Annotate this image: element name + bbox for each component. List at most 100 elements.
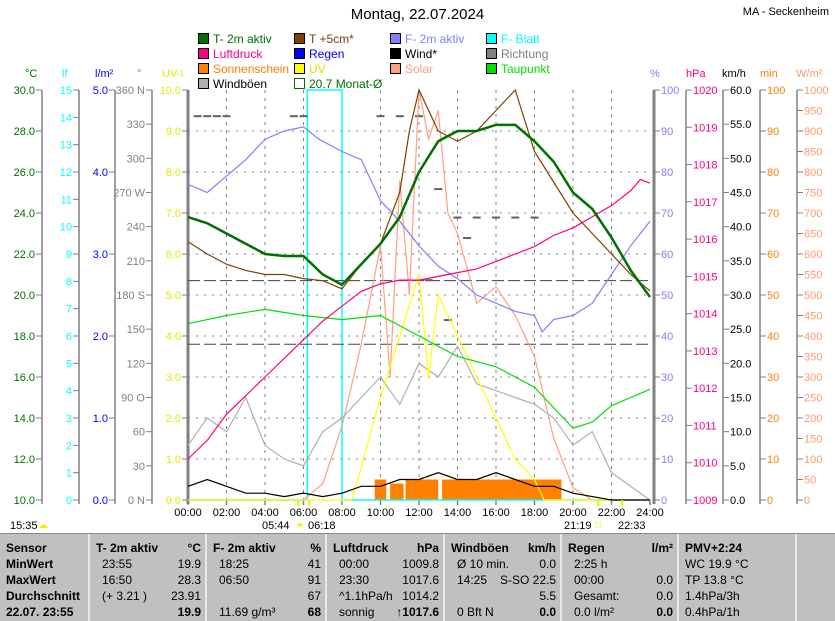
sunshine-bar bbox=[374, 479, 387, 500]
cell-value: S-SO 22.5 bbox=[499, 573, 556, 587]
cell-label: ^1.1hPa/h bbox=[339, 589, 393, 603]
legend-item: T- 2m aktiv bbox=[198, 32, 272, 46]
tick-label-hum: 80 bbox=[661, 167, 673, 179]
axis-unit-lf: lf bbox=[62, 68, 68, 80]
series-taupunkt bbox=[187, 308, 651, 429]
table-row: 1.4hPa/3h bbox=[685, 589, 791, 605]
cell-value: 0.0 bbox=[539, 557, 556, 571]
legend-item: Windböen bbox=[198, 77, 267, 91]
tick-label-press: 1016 bbox=[693, 234, 717, 246]
tick-label-lf: 0 bbox=[66, 495, 72, 507]
tick-label-hum: 50 bbox=[661, 290, 673, 302]
table-column: Windböen km/h Ø 10 min. 0.0 14:25 S-SO 22.5 5.… bbox=[443, 534, 560, 621]
cell-value: 28.3 bbox=[177, 573, 201, 587]
tick-label-dir: 360 N bbox=[116, 85, 145, 97]
table-row: 0 Bft N 0.0 bbox=[451, 605, 556, 621]
tick-label-rain: 1.0 bbox=[93, 413, 108, 425]
tick-label-wind: 40.0 bbox=[730, 222, 751, 234]
cell-label: 06:50 bbox=[219, 573, 250, 587]
legend-swatch bbox=[390, 63, 401, 74]
cell-label: 2:25 h bbox=[574, 557, 608, 571]
legend-swatch bbox=[198, 33, 209, 44]
table-row: 22.07. 23:55 bbox=[6, 605, 84, 621]
tick-label-solar: 800 bbox=[804, 167, 822, 179]
weather-chart: 10.012.014.016.018.020.022.024.026.028.0… bbox=[14, 85, 829, 519]
cell-value: 91 bbox=[307, 573, 321, 587]
axis-unit-temp: °C bbox=[25, 68, 38, 80]
table-column: T- 2m aktiv °C 23:55 19.9 16:50 28.3 (+ 3.21 )… bbox=[88, 534, 205, 621]
tick-label-uv: 2.0 bbox=[166, 413, 181, 425]
series-f-2m-aktiv bbox=[187, 126, 651, 333]
cell-value: 5.5 bbox=[539, 589, 556, 603]
legend-item: F- Blatt bbox=[486, 32, 540, 46]
legend-label: Windböen bbox=[213, 77, 268, 91]
sunset-time: 21:19 bbox=[564, 520, 592, 532]
table-header: F- 2m aktiv% bbox=[213, 541, 321, 557]
tick-label-press: 1015 bbox=[693, 271, 717, 283]
column-title: Luftdruck bbox=[333, 541, 389, 555]
tick-label-dir: 60 bbox=[133, 427, 145, 439]
cell-label: 11.69 g/m³ bbox=[219, 605, 276, 619]
table-row: 0.4hPa/1h bbox=[685, 605, 791, 621]
tick-label-sun: 70 bbox=[767, 208, 779, 220]
table-column: F- 2m aktiv% 18:25 41 06:50 91 67 11.69 g/m³ 68 bbox=[205, 534, 325, 621]
tick-label-dir: 270 W bbox=[113, 188, 145, 200]
legend-label: Luftdruck bbox=[213, 47, 263, 61]
table-header: T- 2m aktiv °C bbox=[96, 541, 201, 557]
table-header: Luftdruck hPa bbox=[333, 541, 439, 557]
legend-swatch bbox=[486, 48, 497, 59]
tick-label-solar: 400 bbox=[804, 331, 822, 343]
tick-label-solar: 250 bbox=[804, 393, 822, 405]
tick-label-rain: 0.0 bbox=[93, 495, 108, 507]
sun-icon: ☀ bbox=[295, 520, 305, 532]
cell-value: 19.9 bbox=[177, 557, 201, 571]
column-title: PMV+2:24 bbox=[685, 541, 743, 555]
tick-label-solar: 950 bbox=[804, 106, 822, 118]
cell-value: 23.91 bbox=[170, 589, 201, 603]
tick-label-lf: 5 bbox=[66, 358, 72, 370]
tick-label-solar: 350 bbox=[804, 352, 822, 364]
table-row: sonnig ↑1017.6 bbox=[333, 605, 439, 621]
cell-label: TP 13.8 °C bbox=[685, 573, 744, 587]
cell-value: 67 bbox=[307, 589, 321, 603]
tick-label-solar: 150 bbox=[804, 434, 822, 446]
tick-label-lf: 7 bbox=[66, 304, 72, 316]
axis-unit-dir: ° bbox=[137, 68, 142, 80]
legend-item: F- 2m aktiv bbox=[390, 32, 464, 46]
legend-label: Wind* bbox=[405, 47, 438, 61]
sunshine-bar bbox=[390, 483, 404, 500]
cell-label: 0.0 l/m² bbox=[574, 605, 615, 619]
series-luftdruck bbox=[187, 178, 651, 460]
cloud-icon: ☁ bbox=[38, 520, 48, 531]
table-row: 11.69 g/m³ 68 bbox=[213, 605, 321, 621]
table-header: Regen l/m² bbox=[568, 541, 673, 557]
tick-label-rain: 2.0 bbox=[93, 331, 108, 343]
x-tick-label: 18:00 bbox=[521, 507, 549, 519]
tick-label-dir: 330 bbox=[127, 119, 145, 131]
tick-label-temp: 16.0 bbox=[14, 372, 35, 384]
axis-unit-hum: % bbox=[650, 68, 660, 80]
table-row: TP 13.8 °C bbox=[685, 573, 791, 589]
tick-label-lf: 6 bbox=[66, 331, 72, 343]
tick-label-hum: 20 bbox=[661, 413, 673, 425]
tick-label-solar: 900 bbox=[804, 126, 822, 138]
table-header: PMV+2:24 bbox=[685, 541, 791, 557]
legend-swatch bbox=[390, 48, 401, 59]
column-unit: % bbox=[310, 541, 321, 555]
tick-label-lf: 14 bbox=[60, 112, 72, 124]
legend-swatch bbox=[294, 48, 305, 59]
legend-label: T- 2m aktiv bbox=[213, 32, 272, 46]
tick-label-rain: 5.0 bbox=[93, 85, 108, 97]
tick-label-lf: 9 bbox=[66, 249, 72, 261]
legend-swatch bbox=[486, 63, 497, 74]
moon-icon: □ bbox=[595, 520, 602, 531]
tick-label-uv: 1.0 bbox=[166, 454, 181, 466]
sunshine-bar bbox=[442, 479, 562, 500]
table-header: Windböen km/h bbox=[451, 541, 556, 557]
tick-label-uv: 3.0 bbox=[166, 372, 181, 384]
tick-label-temp: 24.0 bbox=[14, 208, 35, 220]
tick-label-solar: 750 bbox=[804, 188, 822, 200]
tick-label-press: 1011 bbox=[693, 420, 717, 432]
series-uv bbox=[188, 274, 650, 501]
axis-unit-wind: km/h bbox=[722, 68, 746, 80]
